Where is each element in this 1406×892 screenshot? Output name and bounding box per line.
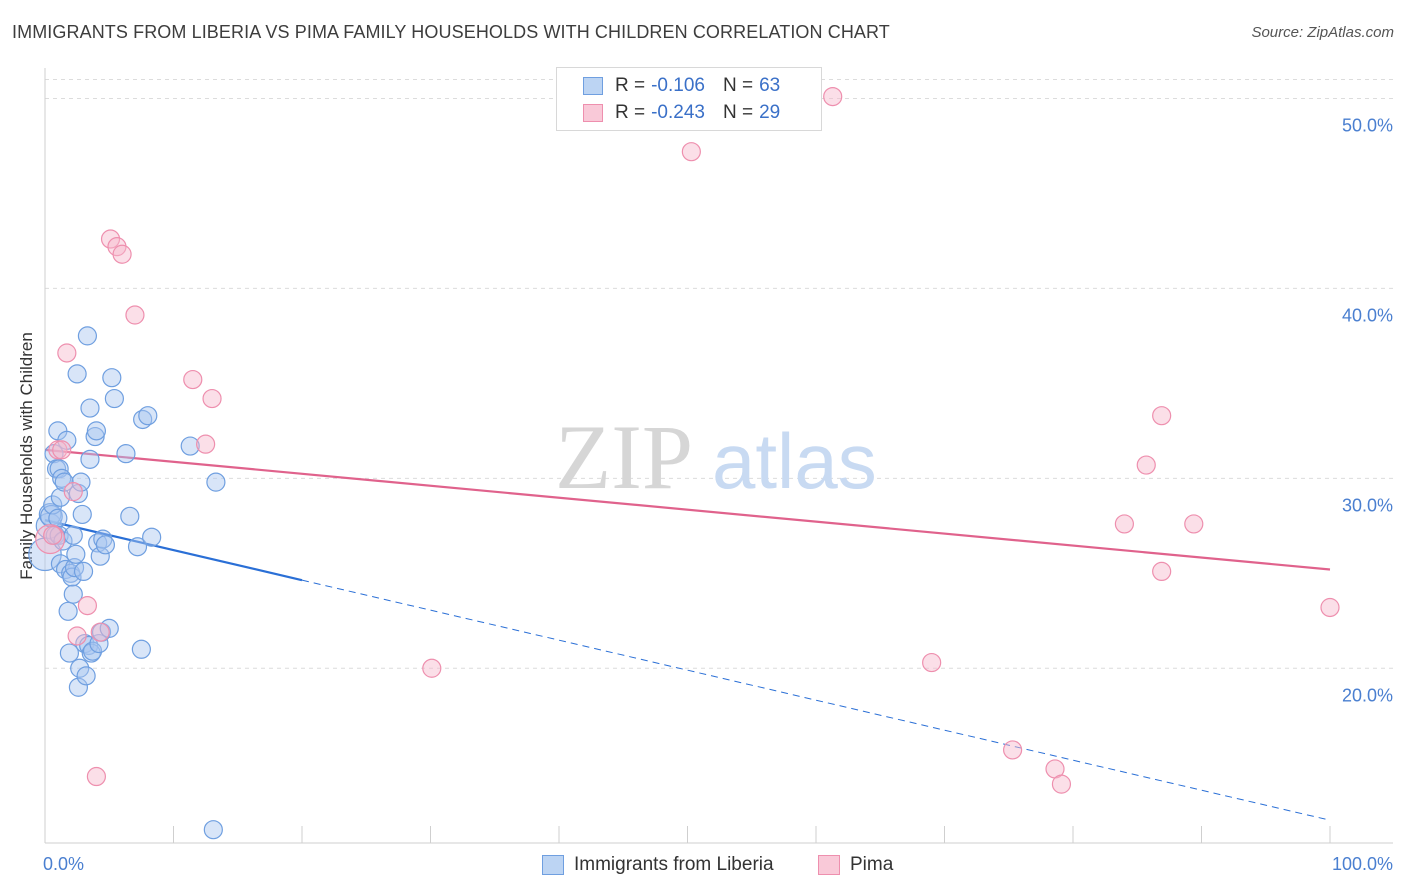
point-liberia (68, 677, 89, 697)
point-pima (202, 388, 222, 409)
legend-row-liberia: R = -0.106 N = 63 (583, 73, 780, 99)
point-liberia (138, 406, 158, 426)
legend-swatch-blue (542, 855, 564, 875)
point-pima (63, 482, 83, 502)
legend-n-label: N = (722, 75, 754, 96)
y-tick-label: 50.0% (1342, 115, 1393, 135)
point-liberia (80, 398, 100, 418)
point-pima (1320, 597, 1340, 618)
legend-n-value: 29 (759, 102, 781, 123)
y-tick-label: 30.0% (1342, 495, 1393, 515)
point-pima (57, 343, 77, 363)
source-label: Source: ZipAtlas.com (1251, 24, 1394, 41)
legend-swatch-blue (583, 77, 603, 95)
point-liberia (104, 388, 124, 409)
legend-item-liberia[interactable]: Immigrants from Liberia (542, 852, 774, 878)
point-pima (196, 434, 216, 454)
legend-r-value: -0.106 (651, 75, 705, 96)
point-pima (90, 622, 110, 642)
point-pima (1136, 455, 1156, 475)
point-liberia (63, 584, 83, 604)
legend-r-label: R = (615, 102, 646, 123)
point-liberia (70, 658, 90, 678)
point-liberia (180, 436, 200, 456)
point-pima (100, 229, 121, 249)
point-pima (112, 244, 132, 264)
point-pima (1152, 406, 1172, 426)
point-pima (1114, 514, 1135, 534)
point-pima (35, 524, 66, 555)
point-liberia (66, 544, 86, 564)
trend-line-pima (44, 448, 1331, 571)
point-pima (1051, 774, 1072, 794)
legend-row-pima: R = -0.243 N = 29 (583, 100, 780, 126)
point-liberia (120, 506, 140, 526)
point-liberia (86, 421, 107, 441)
grid-lines (45, 78, 1393, 669)
point-pima (681, 142, 701, 162)
watermark: ZIP atlas (555, 406, 877, 508)
point-pima (43, 525, 63, 545)
legend-item-pima[interactable]: Pima (818, 852, 893, 878)
legend-n-value: 63 (759, 75, 781, 96)
point-liberia (59, 643, 80, 663)
point-liberia (77, 326, 98, 346)
chart-title: IMMIGRANTS FROM LIBERIA VS PIMA FAMILY H… (12, 22, 890, 42)
point-liberia (127, 537, 148, 557)
trend-line-liberia (44, 519, 303, 582)
watermark-atlas: atlas (712, 417, 877, 505)
legend-label-liberia: Immigrants from Liberia (574, 854, 774, 875)
stats-legend: R = -0.106 N = 63 R = -0.243 N = 29 (556, 67, 822, 131)
point-liberia (76, 666, 96, 686)
point-liberia (58, 601, 78, 621)
point-pima (823, 86, 843, 107)
watermark-zip: ZIP (555, 406, 693, 508)
legend-n-label: N = (722, 102, 754, 123)
point-pima (922, 652, 942, 673)
data-points (28, 86, 1340, 840)
point-liberia (131, 639, 151, 659)
point-liberia (82, 641, 103, 661)
trend-line-liberia-extension (301, 579, 1331, 821)
point-pima (125, 305, 145, 325)
point-liberia (133, 409, 153, 430)
point-pima (422, 658, 442, 678)
legend-r-label: R = (615, 75, 646, 96)
point-liberia (102, 368, 122, 388)
legend-label-pima: Pima (850, 854, 894, 875)
point-pima (1152, 561, 1172, 582)
point-pima (183, 369, 203, 390)
x-tick-label: 100.0% (1332, 854, 1393, 874)
point-liberia (67, 364, 87, 384)
point-pima (86, 766, 107, 787)
y-tick-label: 40.0% (1342, 305, 1393, 325)
legend-swatch-pink (583, 104, 603, 122)
point-pima (52, 440, 72, 460)
point-pima (1184, 514, 1204, 534)
tick-labels: 50.0% 40.0% 30.0% 20.0% 0.0% 100.0% (43, 115, 1393, 874)
trend-lines (44, 448, 1331, 821)
point-pima (1003, 740, 1023, 760)
y-tick-label: 20.0% (1342, 685, 1393, 705)
legend-r-value: -0.243 (651, 102, 705, 123)
point-liberia (206, 472, 226, 492)
point-liberia (95, 535, 115, 555)
legend-swatch-pink (818, 855, 840, 875)
point-pima (67, 626, 87, 646)
point-liberia (116, 444, 136, 464)
point-liberia (142, 527, 162, 547)
point-liberia (63, 525, 83, 545)
point-pima (77, 595, 98, 616)
point-liberia (73, 561, 94, 582)
point-liberia (203, 820, 223, 840)
x-tick-label: 0.0% (43, 854, 84, 874)
point-liberia (80, 449, 100, 469)
point-liberia (72, 504, 92, 525)
